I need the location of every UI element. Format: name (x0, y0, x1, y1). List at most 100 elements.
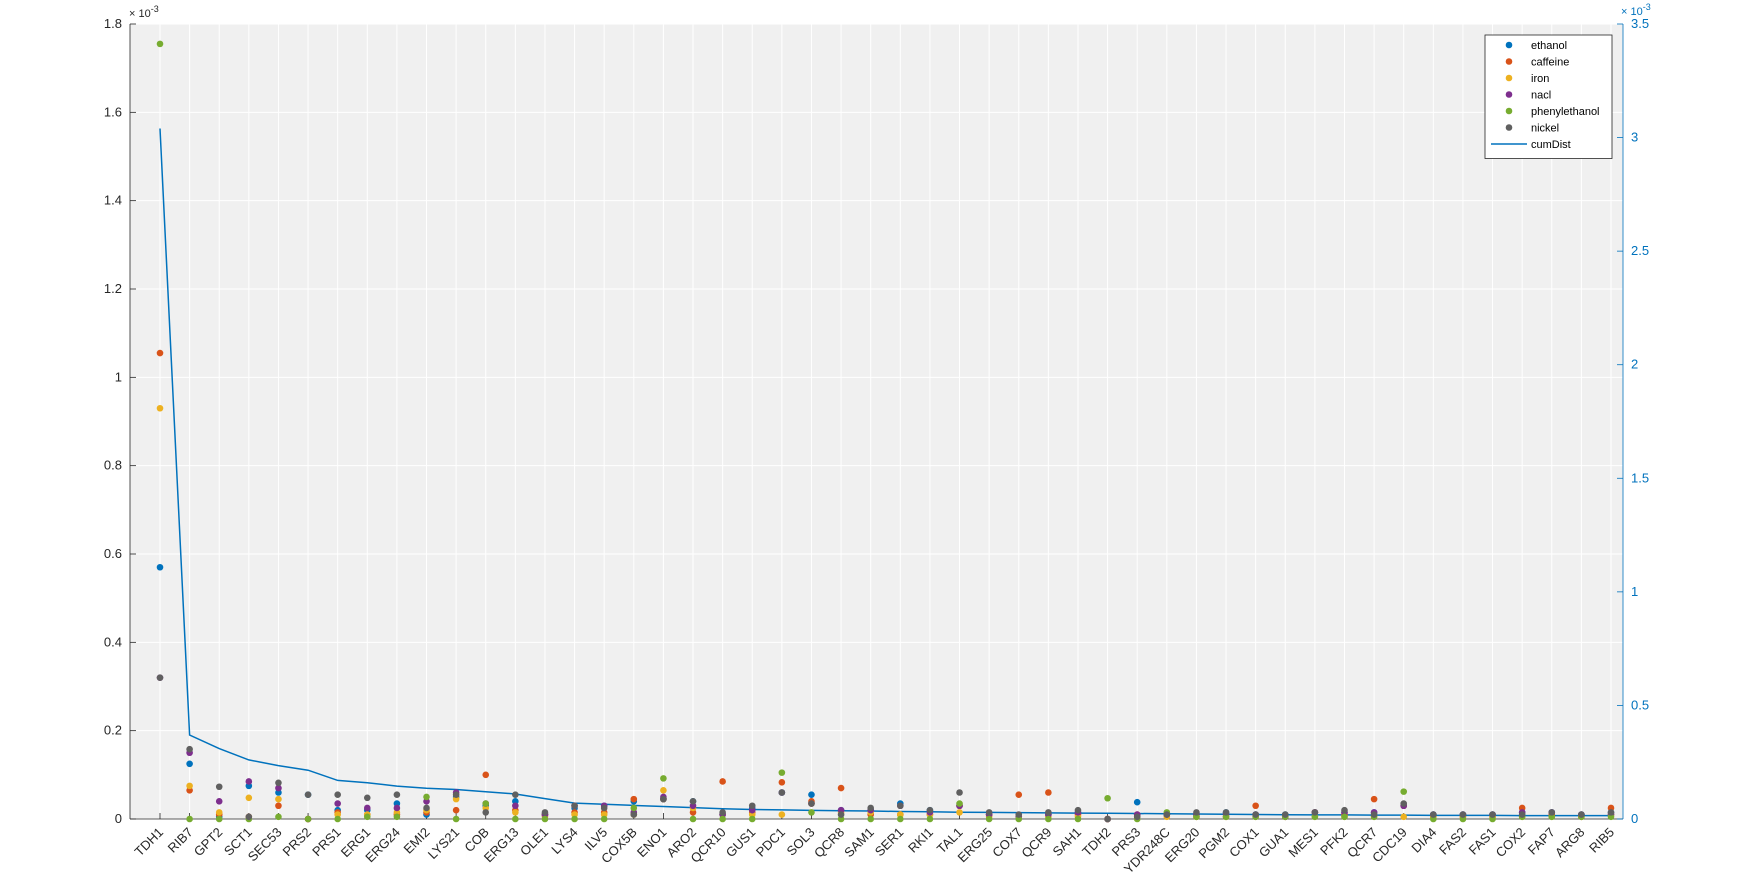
x-category-label: COX7 (989, 825, 1025, 861)
right-y-tick-label: 3.5 (1631, 16, 1649, 31)
point-nickel (452, 791, 460, 799)
point-phenylethanol (1045, 815, 1052, 823)
point-ethanol (156, 563, 164, 571)
point-nickel (778, 789, 786, 796)
point-nickel (1133, 813, 1141, 821)
point-nickel (363, 794, 371, 802)
x-category-label: SAM1 (841, 825, 877, 861)
point-nickel (304, 791, 312, 799)
point-nickel (660, 795, 667, 803)
point-phenylethanol (897, 815, 904, 823)
right-y-tick-label: 3 (1631, 130, 1638, 145)
left-y-tick-label: 0.6 (104, 546, 122, 561)
legend-swatch-caffeine (1505, 58, 1513, 65)
scatter-points-layer (156, 40, 1615, 823)
point-nickel (1222, 809, 1230, 816)
legend: ethanol caffeine iron nacl phenylethanol nick… (1484, 34, 1613, 159)
x-category-label: COX1 (1226, 825, 1262, 861)
x-category-label: SER1 (872, 825, 907, 860)
point-nickel (689, 798, 697, 805)
point-nacl (215, 798, 223, 805)
point-nickel (1370, 811, 1378, 818)
right-y-tick-label: 0.5 (1631, 697, 1649, 712)
point-iron (156, 404, 164, 412)
x-category-label: TDH2 (1079, 825, 1114, 860)
x-category-label: PRS2 (280, 825, 315, 860)
right-y-tick-label: 2.5 (1631, 243, 1649, 258)
point-phenylethanol (1074, 815, 1082, 823)
point-nacl (393, 804, 401, 812)
point-nickel (1548, 809, 1556, 816)
x-category-label: ARG8 (1552, 825, 1588, 861)
x-category-label: FAP7 (1525, 825, 1558, 858)
point-phenylethanol (393, 813, 401, 821)
right-y-tick-label: 1 (1631, 584, 1638, 599)
point-nickel (1252, 811, 1259, 818)
point-phenylethanol (541, 815, 549, 823)
point-phenylethanol (985, 815, 993, 823)
point-caffeine (1370, 795, 1378, 803)
point-nickel (1578, 811, 1585, 818)
point-phenylethanol (748, 815, 756, 823)
point-nickel (1518, 811, 1526, 818)
point-nickel (1489, 811, 1496, 818)
point-nickel (1341, 806, 1348, 814)
x-category-label: SOL3 (783, 825, 817, 859)
point-phenylethanol (600, 815, 608, 823)
x-category-label: PGM2 (1196, 825, 1233, 862)
point-nickel (1281, 811, 1289, 818)
left-y-exponent-label: × 10-3 (129, 4, 159, 20)
point-nacl (245, 778, 253, 785)
x-category-label: QCR9 (1018, 825, 1054, 861)
legend-swatch-iron (1505, 74, 1513, 82)
point-phenylethanol (363, 813, 371, 821)
point-phenylethanol (719, 815, 726, 823)
point-phenylethanol (778, 769, 786, 776)
point-phenylethanol (482, 800, 490, 807)
x-category-label: MES1 (1285, 825, 1321, 861)
x-category-label: RIB5 (1586, 825, 1617, 856)
x-category-label: OLE1 (517, 825, 551, 859)
point-nickel (334, 791, 341, 799)
point-phenylethanol (423, 793, 430, 801)
point-phenylethanol (215, 815, 223, 823)
point-iron (956, 809, 963, 816)
x-category-label: PDC1 (753, 825, 788, 860)
point-nickel (245, 813, 253, 821)
point-phenylethanol (512, 815, 519, 823)
point-nickel (985, 809, 993, 816)
x-category-label: TDH1 (132, 825, 167, 860)
cumdist-line-layer (159, 128, 1611, 817)
right-y-tick-label: 2 (1631, 357, 1638, 372)
point-nickel (630, 811, 638, 818)
legend-swatch-phenylethanol (1505, 107, 1513, 115)
point-iron (215, 809, 223, 816)
point-nickel (748, 802, 756, 810)
point-phenylethanol (689, 815, 697, 823)
point-nickel (600, 804, 608, 812)
point-phenylethanol (1104, 794, 1111, 802)
point-caffeine (630, 795, 638, 803)
point-phenylethanol (275, 813, 282, 821)
point-nickel (1193, 809, 1200, 816)
point-nickel (926, 806, 934, 814)
point-nickel (867, 804, 874, 812)
point-nickel (897, 802, 904, 810)
left-y-tick-label: 0.2 (104, 723, 122, 738)
x-category-label: GUA1 (1256, 825, 1292, 861)
point-nickel (215, 783, 223, 791)
point-nickel (186, 745, 193, 753)
point-iron (512, 809, 519, 816)
point-phenylethanol (186, 815, 193, 823)
point-nickel (1163, 811, 1171, 818)
point-ethanol (808, 791, 815, 799)
point-phenylethanol (660, 775, 667, 782)
point-phenylethanol (867, 815, 874, 823)
point-caffeine (837, 784, 845, 792)
point-caffeine (778, 779, 786, 786)
point-nacl (275, 784, 282, 792)
point-nickel (1459, 811, 1467, 818)
point-caffeine (275, 802, 282, 810)
point-iron (275, 795, 282, 803)
left-y-tick-label: 1.2 (104, 281, 122, 296)
